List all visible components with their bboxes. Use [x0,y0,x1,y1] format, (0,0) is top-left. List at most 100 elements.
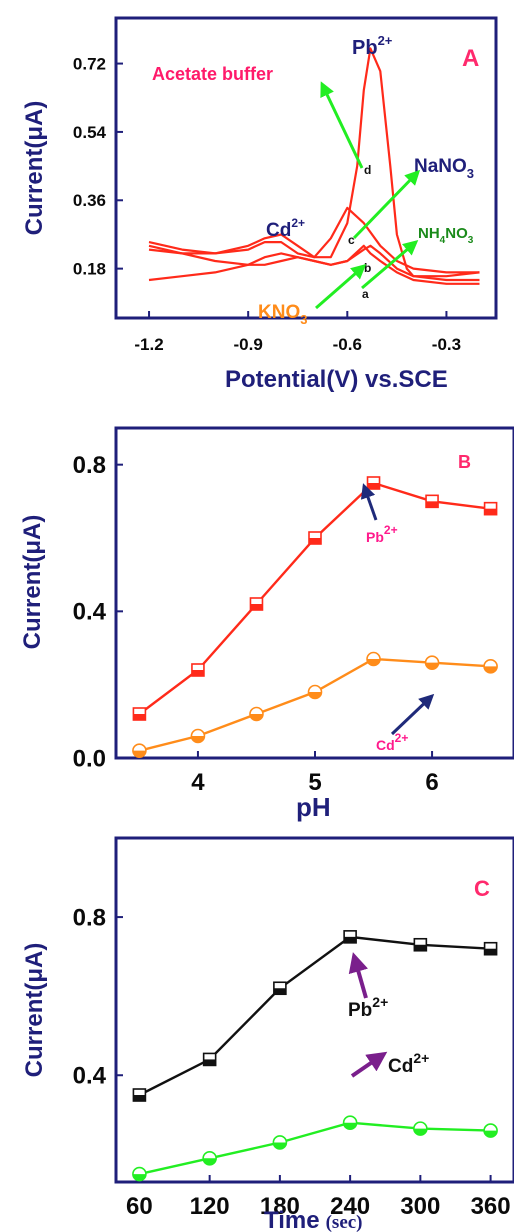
point-fill [203,1059,216,1066]
arrow-a-kno3 [315,264,367,310]
panel-a-label: A [462,45,479,72]
annot-a-pb: Pb2+ [352,33,393,59]
ytick-label: 0.4 [73,1063,107,1090]
data-point [249,706,264,722]
panel-b-xlabel: pH [296,792,331,822]
panel-a-frame [114,16,498,320]
panel-a-xlabel: Potential(V) vs.SCE [225,366,448,393]
series-line-1 [138,935,491,1097]
data-point [413,937,428,952]
point-fill [203,1158,217,1165]
panel-c-ticks [116,916,492,1182]
arrow-c-pb [348,952,369,999]
annot-a-acetate: Acetate buffer [152,64,273,84]
point-fill [484,1130,498,1138]
data-point [272,1135,288,1150]
data-point [425,494,439,509]
ytick-label: 0.8 [73,452,106,479]
panel-a: A Pb2+ Acetate buffer NaNO3 Cd2+ NH4NO3 … [21,16,498,393]
curve-b [148,244,480,282]
annot-c-cd: Cd2+ [388,1050,429,1077]
point-fill [367,483,380,489]
xtick-label: 300 [400,1193,440,1220]
panel-a-ytick-labels: 0.18 0.36 0.54 0.72 [73,55,107,279]
panel-b-ylabel: Current(μA) [19,515,46,650]
point-fill [414,944,427,951]
data-point [483,941,498,956]
panel-a-xtick-labels: -1.2 -0.9 -0.6 -0.3 [134,335,461,354]
ytick-label: 0.72 [73,55,106,74]
point-fill [367,659,381,666]
xtick-label: 120 [190,1193,230,1220]
panel-c: C Pb2+ Cd2+ 60 120 180 240 300 360 0.4 0.8 Tim… [21,836,514,1232]
point-fill [343,1122,357,1130]
data-point [132,1166,147,1182]
annot-a-nano3: NaNO3 [414,156,474,181]
data-point [202,1052,217,1067]
ytick-label: 0.54 [73,123,107,142]
xtick-label: 4 [191,769,205,796]
panel-c-label: C [474,876,490,901]
data-point [132,743,147,758]
annot-a-curve-c: c [348,233,355,247]
annot-c-pb: Pb2+ [348,994,388,1021]
ytick-label: 0.0 [73,745,106,772]
panel-c-xtick-labels: 60 120 180 240 300 360 [126,1193,511,1220]
annot-a-curve-b: b [364,261,371,275]
point-fill [133,714,146,720]
annot-b-pb: Pb2+ [366,523,398,545]
data-point [366,651,381,667]
data-point [342,1115,358,1130]
panel-c-ylabel: Current(μA) [21,943,48,1078]
xtick-label: 6 [425,769,438,796]
panel-b: B Pb2+ Cd2+ 4 5 6 0.0 0.4 0.8 pH Current(μA) [19,426,514,822]
xtick-label: 5 [308,769,321,796]
series-line-1 [138,481,491,715]
point-fill [132,750,146,758]
point-fill [250,604,263,610]
point-fill [273,1142,287,1149]
point-fill [484,666,498,673]
point-fill [308,692,322,699]
data-point [483,1123,498,1138]
point-fill [425,662,439,670]
panel-b-frame [114,426,514,760]
panel-b-ytick-labels: 0.0 0.4 0.8 [73,452,107,772]
ytick-label: 0.18 [73,260,106,279]
panel-a-ticks [116,62,448,318]
data-point [483,659,498,674]
data-point [132,1088,147,1102]
curve-d [148,47,480,278]
panel-b-label: B [458,452,471,472]
data-point [132,707,147,721]
xtick-label: 360 [471,1193,511,1220]
annot-a-curve-d: d [364,163,371,177]
point-fill [191,736,205,743]
point-fill [133,1095,146,1102]
annot-a-nh4no3: NH4NO3 [418,225,474,246]
panel-c-series [132,930,498,1182]
panel-b-series [132,476,498,758]
panel-b-ticks [116,463,434,759]
point-fill [309,538,321,544]
annot-b-cd: Cd2+ [376,731,408,753]
data-point [483,501,498,516]
arrow-c-cd [350,1051,388,1078]
panel-a-ylabel: Current(μA) [21,101,48,236]
point-fill [191,670,204,676]
data-point [249,597,264,611]
data-point [202,1150,217,1166]
xtick-label: -0.6 [333,335,362,354]
arrow-a-acetate [320,81,364,169]
point-fill [484,508,497,515]
panel-c-frame [114,836,514,1184]
point-fill [273,988,286,995]
data-point [424,655,440,670]
arrow-b-cd [390,693,435,736]
panel-b-xtick-labels: 4 5 6 [191,769,438,796]
annot-a-cd: Cd2+ [266,216,305,241]
point-fill [413,1128,427,1136]
ytick-label: 0.8 [73,904,106,931]
data-point [273,981,287,996]
